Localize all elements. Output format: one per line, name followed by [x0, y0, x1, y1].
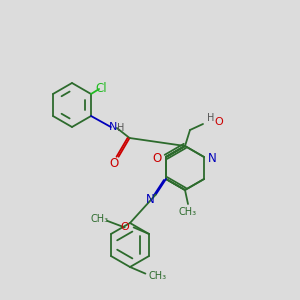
- Text: O: O: [109, 157, 118, 170]
- Text: H: H: [117, 123, 124, 133]
- Text: O: O: [214, 117, 224, 127]
- Text: Cl: Cl: [95, 82, 107, 94]
- Text: CH₃: CH₃: [148, 271, 166, 281]
- Text: N: N: [146, 193, 155, 206]
- Text: N: N: [208, 152, 216, 164]
- Text: H: H: [207, 113, 215, 123]
- Text: O: O: [152, 152, 162, 164]
- Text: N: N: [109, 122, 117, 132]
- Text: O: O: [120, 222, 129, 233]
- Text: CH₃: CH₃: [179, 207, 197, 217]
- Text: CH₃: CH₃: [91, 214, 109, 224]
